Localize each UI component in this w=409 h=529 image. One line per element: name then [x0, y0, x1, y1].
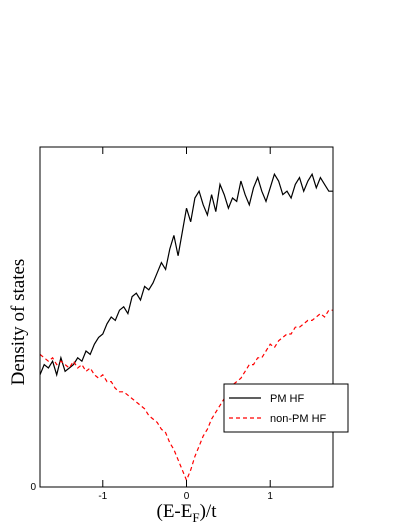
x-axis-title-main: (E-E — [157, 501, 193, 522]
y-tick-label: 0 — [30, 482, 36, 493]
x-tick-label: -1 — [98, 491, 107, 502]
x-axis-title-tail: )/t — [200, 501, 218, 522]
series-layer — [39, 172, 333, 482]
legend-label-non-pm-hf: non-PM HF — [270, 413, 327, 425]
x-axis-title: (E-EF)/t — [157, 501, 218, 525]
tick-layer: -1 0 1 0 — [30, 147, 273, 502]
x-tick-label: 0 — [184, 491, 190, 502]
legend-label-pm-hf: PM HF — [270, 393, 305, 405]
legend-box — [223, 383, 349, 433]
series-line-pm-hf — [39, 172, 333, 378]
legend: PM HF non-PM HF — [223, 383, 349, 433]
x-axis-title-sub: F — [192, 510, 199, 525]
x-tick-label: 1 — [267, 491, 273, 502]
y-axis-title: Density of states — [8, 259, 29, 386]
plot-frame — [39, 146, 334, 488]
